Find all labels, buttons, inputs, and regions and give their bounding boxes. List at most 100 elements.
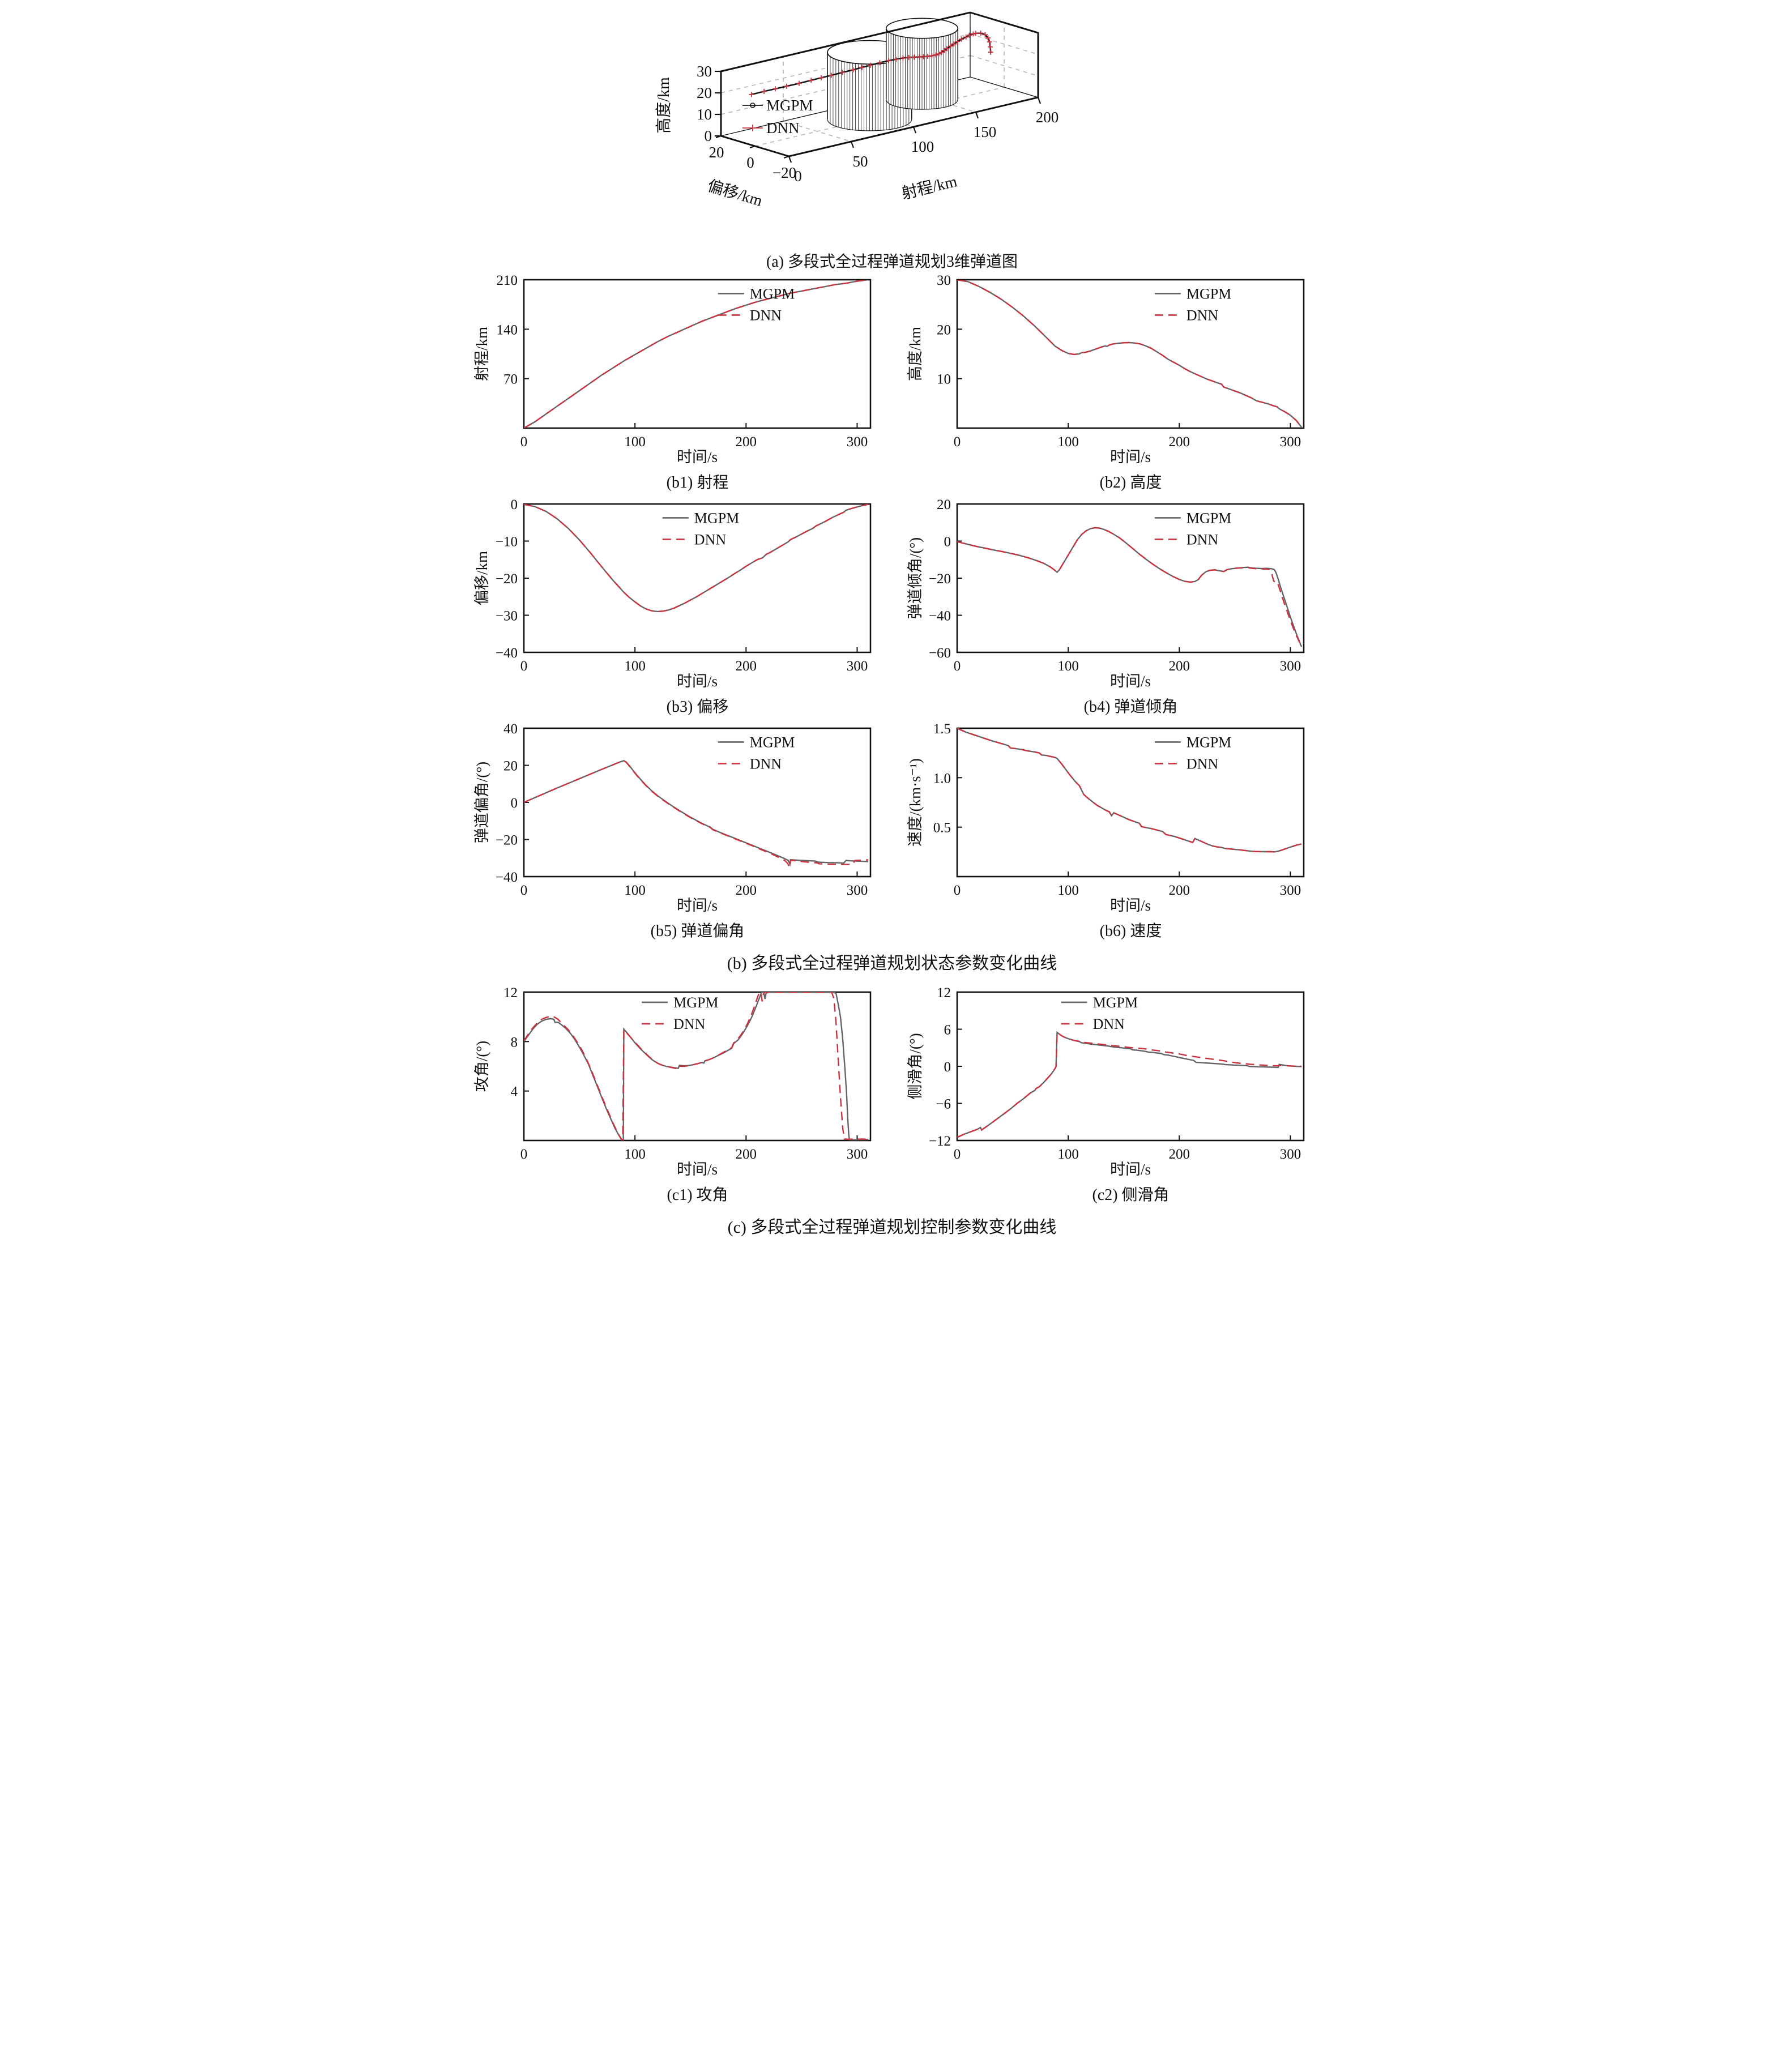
panel-c2: 0 100 200 300 12 6 0 −6 −12 时间/s 侧滑角/(°) MGPM DNN (c… bbox=[903, 984, 1314, 1205]
svg-text:DNN: DNN bbox=[1187, 755, 1219, 772]
caption-b6: (b6) 速度 bbox=[1099, 922, 1162, 940]
svg-text:弹道偏角/(°): 弹道偏角/(°) bbox=[473, 762, 490, 843]
svg-text:射程/km: 射程/km bbox=[899, 172, 958, 203]
panel-b4: 0 100 200 300 20 0 −20 −40 −60 时间/s 弹道倾角/(°) MGPM DN… bbox=[903, 496, 1314, 717]
panel-c1-svg: 0 100 200 300 4 8 12 时间/s 攻角/(°) MGPM DNN bbox=[473, 985, 872, 1178]
caption-b1: (b1) 射程 bbox=[666, 474, 729, 492]
svg-text:MGPM: MGPM bbox=[1187, 734, 1231, 750]
svg-text:0: 0 bbox=[954, 883, 961, 898]
svg-text:300: 300 bbox=[1280, 1147, 1301, 1162]
svg-text:100: 100 bbox=[624, 1147, 646, 1162]
svg-text:20: 20 bbox=[697, 84, 712, 101]
panel-b6: 0 100 200 300 0.5 1.0 1.5 时间/s 速度/(km·s⁻¹) MGPM DN… bbox=[903, 720, 1314, 941]
svg-text:时间/s: 时间/s bbox=[677, 897, 718, 914]
svg-text:DNN: DNN bbox=[1187, 307, 1219, 323]
svg-text:0: 0 bbox=[520, 1147, 528, 1162]
svg-text:−40: −40 bbox=[496, 646, 518, 661]
svg-text:攻角/(°): 攻角/(°) bbox=[473, 1041, 490, 1092]
svg-text:70: 70 bbox=[503, 372, 518, 387]
panel-b4-svg: 0 100 200 300200−20−40−60时间/s弹道倾角/(°)MGPMDN… bbox=[907, 497, 1305, 690]
svg-text:200: 200 bbox=[736, 883, 757, 898]
svg-text:DNN: DNN bbox=[750, 755, 782, 772]
svg-text:300: 300 bbox=[1280, 434, 1301, 450]
svg-text:MGPM: MGPM bbox=[766, 97, 813, 114]
svg-text:100: 100 bbox=[1057, 883, 1079, 898]
svg-text:300: 300 bbox=[847, 1147, 868, 1162]
caption-b: (b) 多段式全过程弹道规划状态参数变化曲线 bbox=[727, 954, 1057, 973]
svg-text:0: 0 bbox=[794, 168, 802, 185]
svg-text:0: 0 bbox=[511, 497, 518, 512]
svg-text:200: 200 bbox=[1169, 1147, 1190, 1162]
svg-text:100: 100 bbox=[624, 659, 646, 674]
svg-text:0: 0 bbox=[520, 883, 528, 898]
svg-text:0: 0 bbox=[511, 796, 518, 811]
caption-a: (a) 多段式全过程弹道规划3维弹道图 bbox=[766, 253, 1018, 271]
svg-text:弹道倾角/(°): 弹道倾角/(°) bbox=[907, 537, 924, 619]
svg-text:20: 20 bbox=[503, 759, 518, 774]
svg-text:−12: −12 bbox=[929, 1134, 951, 1149]
svg-text:时间/s: 时间/s bbox=[1110, 448, 1151, 465]
svg-text:200: 200 bbox=[736, 659, 757, 674]
caption-b2: (b2) 高度 bbox=[1099, 474, 1162, 492]
svg-text:高度/km: 高度/km bbox=[655, 77, 673, 134]
svg-text:时间/s: 时间/s bbox=[1110, 1161, 1151, 1178]
svg-text:MGPM: MGPM bbox=[694, 510, 739, 526]
svg-text:0: 0 bbox=[520, 434, 528, 450]
svg-text:4: 4 bbox=[511, 1084, 518, 1100]
svg-text:20: 20 bbox=[937, 322, 951, 337]
svg-text:300: 300 bbox=[1280, 883, 1301, 898]
svg-text:100: 100 bbox=[1057, 434, 1079, 450]
svg-text:MGPM: MGPM bbox=[1093, 994, 1138, 1011]
control-parameter-grid: 0 100 200 300 4 8 12 时间/s 攻角/(°) MGPM DNN (c1) 攻角 … bbox=[446, 984, 1338, 1205]
panel-b3-svg: 0 100 200 300 0 −10 −20 −30 −40 时间/s 偏移/km MGPM DNN bbox=[473, 497, 872, 690]
svg-text:210: 210 bbox=[497, 273, 518, 288]
svg-text:−40: −40 bbox=[496, 870, 518, 885]
svg-text:12: 12 bbox=[503, 985, 518, 1001]
svg-text:−20: −20 bbox=[496, 571, 518, 587]
svg-text:100: 100 bbox=[1057, 659, 1079, 674]
svg-text:DNN: DNN bbox=[1187, 531, 1219, 548]
svg-text:MGPM: MGPM bbox=[750, 285, 795, 302]
svg-text:10: 10 bbox=[937, 372, 951, 387]
panel-b2: 0 100 200 300 10 20 30 时间/s 高度/km MGPM DNN (b2) 高度 bbox=[903, 272, 1314, 493]
svg-text:10: 10 bbox=[697, 106, 712, 123]
svg-text:100: 100 bbox=[624, 883, 646, 898]
svg-text:−40: −40 bbox=[929, 609, 951, 624]
svg-text:200: 200 bbox=[736, 434, 757, 450]
svg-text:−20: −20 bbox=[929, 571, 951, 587]
svg-text:速度/(km·s⁻¹): 速度/(km·s⁻¹) bbox=[907, 758, 924, 847]
svg-text:射程/km: 射程/km bbox=[473, 327, 490, 381]
svg-text:DNN: DNN bbox=[750, 307, 782, 323]
figure-root: 0 10 20 30 20 0 −20 0 50 100 150 200 高度/km 偏移/km 射程/km… bbox=[446, 0, 1338, 1265]
svg-text:300: 300 bbox=[847, 883, 868, 898]
svg-text:0: 0 bbox=[944, 535, 951, 550]
svg-text:DNN: DNN bbox=[1093, 1016, 1125, 1032]
svg-text:偏移/km: 偏移/km bbox=[705, 177, 765, 210]
panel-b1: 0 100 200 300 70 140 210 时间/s 射程/km MGPM DNN (b1) … bbox=[470, 272, 881, 493]
svg-text:6: 6 bbox=[944, 1023, 951, 1038]
svg-text:1.5: 1.5 bbox=[933, 721, 951, 737]
caption-c: (c) 多段式全过程弹道规划控制参数变化曲线 bbox=[727, 1218, 1057, 1237]
svg-text:−20: −20 bbox=[496, 833, 518, 848]
svg-text:12: 12 bbox=[937, 985, 951, 1001]
svg-text:300: 300 bbox=[847, 434, 868, 450]
svg-text:30: 30 bbox=[937, 273, 951, 288]
caption-b5: (b5) 弹道偏角 bbox=[650, 922, 745, 940]
svg-text:时间/s: 时间/s bbox=[1110, 897, 1151, 914]
svg-text:0: 0 bbox=[944, 1060, 951, 1075]
svg-text:−10: −10 bbox=[496, 535, 518, 550]
svg-text:MGPM: MGPM bbox=[1187, 285, 1231, 302]
panel-c2-svg: 0 100 200 300 12 6 0 −6 −12 时间/s 侧滑角/(°) MGPM DNN bbox=[907, 985, 1305, 1178]
svg-text:0: 0 bbox=[954, 434, 961, 450]
panel-b3: 0 100 200 300 0 −10 −20 −30 −40 时间/s 偏移/km MGPM DNN … bbox=[470, 496, 881, 717]
svg-text:200: 200 bbox=[1169, 883, 1190, 898]
caption-b4: (b4) 弹道倾角 bbox=[1083, 698, 1178, 716]
svg-text:0: 0 bbox=[954, 659, 961, 674]
svg-text:140: 140 bbox=[497, 322, 518, 337]
svg-text:0: 0 bbox=[746, 154, 754, 171]
panel-b5: 0 100 200 300 40 20 0 −20 −40 时间/s 弹道偏角/(°) MGPM DNN… bbox=[470, 720, 881, 941]
svg-text:DNN: DNN bbox=[673, 1016, 706, 1032]
caption-b3: (b3) 偏移 bbox=[666, 698, 729, 716]
